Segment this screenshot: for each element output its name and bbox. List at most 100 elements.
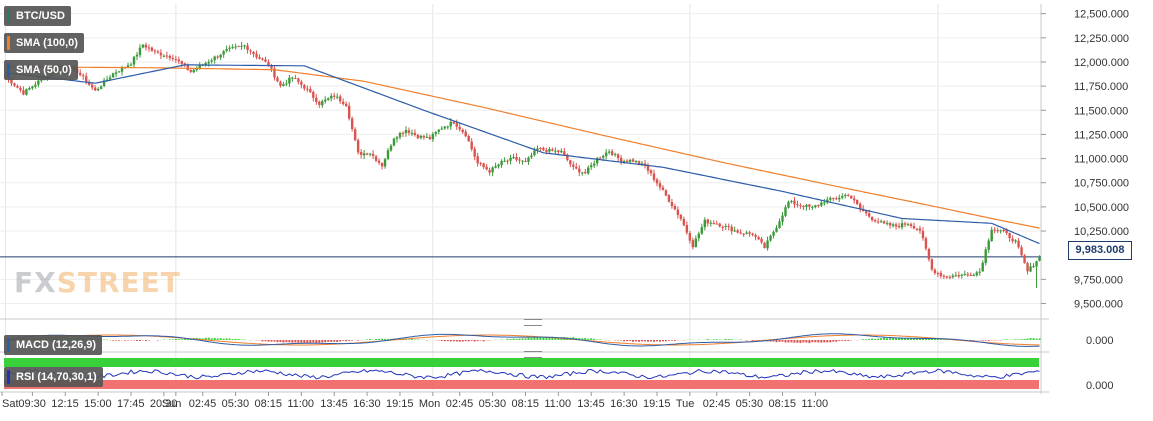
macd-bar xyxy=(411,339,413,340)
candle-body xyxy=(967,274,969,275)
rsi-swatch xyxy=(7,370,10,384)
candle-body xyxy=(754,235,756,237)
candle-body xyxy=(1026,263,1028,271)
candle-body xyxy=(13,83,15,85)
y-tick-label: 12,250.000 xyxy=(1074,33,1129,45)
legend-macd[interactable]: MACD (12,26,9) xyxy=(4,335,102,355)
candle-body xyxy=(811,207,813,208)
macd-bar xyxy=(988,340,990,341)
macd-bar xyxy=(985,340,987,341)
macd-bar xyxy=(223,339,225,340)
candle-body xyxy=(889,223,891,225)
candle-body xyxy=(817,205,819,206)
candle-body xyxy=(249,50,251,51)
candle-body xyxy=(366,154,368,155)
candle-body xyxy=(387,150,389,159)
candle-body xyxy=(587,168,589,174)
candle-body xyxy=(16,86,18,88)
macd-bar xyxy=(273,340,275,342)
macd-bar xyxy=(124,340,126,341)
candle-body xyxy=(456,123,458,127)
candle-body xyxy=(509,158,511,161)
macd-bar xyxy=(474,340,476,342)
macd-bar xyxy=(264,340,266,341)
macd-bar xyxy=(674,340,676,341)
candle-body xyxy=(958,275,960,276)
legend-rsi-text: RSI (14,70,30,1) xyxy=(16,371,97,383)
macd-bar xyxy=(405,339,407,340)
macd-bar xyxy=(214,338,216,340)
candle-body xyxy=(692,240,694,247)
candle-body xyxy=(264,59,266,61)
rsi-panel-resize-handle[interactable] xyxy=(524,351,542,358)
macd-bar xyxy=(883,338,885,340)
macd-bar xyxy=(659,340,661,342)
macd-bar xyxy=(542,337,544,340)
candle-body xyxy=(952,276,954,278)
macd-bar xyxy=(345,340,347,341)
candle-body xyxy=(940,273,942,276)
candle-body xyxy=(745,233,747,234)
candle-body xyxy=(497,165,499,167)
candle-body xyxy=(781,216,783,222)
macd-bar xyxy=(805,340,807,343)
macd-bar xyxy=(468,340,470,341)
candle-body xyxy=(838,198,840,199)
macd-bar xyxy=(802,340,804,342)
candle-body xyxy=(255,54,257,58)
legend-rsi[interactable]: RSI (14,70,30,1) xyxy=(4,367,103,387)
macd-bar xyxy=(112,340,114,341)
macd-bar xyxy=(327,340,329,342)
candle-body xyxy=(438,130,440,132)
sma-fast-swatch xyxy=(7,63,10,77)
candle-body xyxy=(736,230,738,232)
candle-body xyxy=(970,275,972,276)
candle-body xyxy=(985,249,987,263)
candle-body xyxy=(841,196,843,198)
candle-body xyxy=(707,219,709,223)
candle-body xyxy=(898,226,900,227)
macd-bar xyxy=(333,340,335,342)
candle-body xyxy=(330,96,332,99)
candle-body xyxy=(485,167,487,170)
candle-body xyxy=(949,277,951,278)
x-tick-label: 19:15 xyxy=(643,398,671,410)
y-tick-label: 12,500.000 xyxy=(1074,9,1129,21)
macd-bar xyxy=(118,340,120,341)
macd-bar xyxy=(847,340,849,341)
macd-bar xyxy=(524,338,526,340)
candle-body xyxy=(213,57,215,61)
candle-body xyxy=(913,226,915,228)
legend-sma-fast[interactable]: SMA (50,0) xyxy=(4,60,78,80)
x-tick-label: 08:15 xyxy=(254,398,282,410)
candle-body xyxy=(602,156,604,158)
macd-bar xyxy=(519,339,521,340)
macd-panel-resize-handle[interactable] xyxy=(524,319,542,326)
x-tick-label: 13:45 xyxy=(577,398,605,410)
candle-body xyxy=(928,249,930,259)
candle-body xyxy=(222,51,224,55)
candle-body xyxy=(500,161,502,165)
candle-body xyxy=(542,148,544,150)
macd-bar xyxy=(172,339,174,340)
candle-body xyxy=(919,229,921,231)
macd-bar xyxy=(381,339,383,340)
candle-body xyxy=(190,70,192,72)
macd-bar xyxy=(1039,338,1041,340)
candle-body xyxy=(665,190,667,195)
candle-body xyxy=(766,240,768,248)
legend-symbol[interactable]: BTC/USD xyxy=(4,6,71,26)
candle-body xyxy=(193,70,195,72)
macd-bar xyxy=(306,340,308,343)
macd-bar xyxy=(841,340,843,341)
candle-body xyxy=(163,56,165,57)
candle-body xyxy=(1002,230,1004,231)
macd-bar xyxy=(530,338,532,340)
macd-bar xyxy=(638,340,640,342)
candle-body xyxy=(402,133,404,134)
candle-body xyxy=(719,224,721,227)
legend-sma-slow[interactable]: SMA (100,0) xyxy=(4,33,84,53)
candle-body xyxy=(557,150,559,152)
